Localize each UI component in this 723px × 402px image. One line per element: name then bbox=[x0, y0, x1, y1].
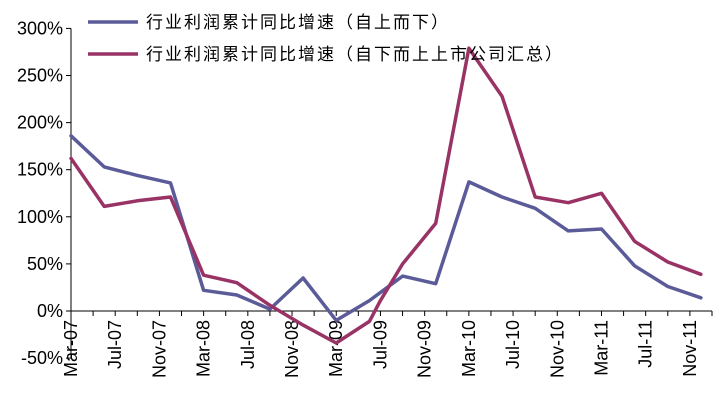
y-tick-label: 300% bbox=[17, 18, 63, 38]
x-tick-label: Nov-08 bbox=[282, 320, 302, 378]
y-tick-label: 150% bbox=[17, 160, 63, 180]
series-line-2 bbox=[69, 46, 703, 345]
x-tick-label: Jul-11 bbox=[636, 320, 656, 368]
x-tick-label: Mar-10 bbox=[459, 320, 479, 377]
x-tick-label: Nov-11 bbox=[680, 320, 700, 377]
series-layer bbox=[69, 46, 703, 345]
y-tick-label: -50% bbox=[21, 348, 63, 368]
legend-label-2: 行业利润累计同比增速（自下而上上市公司汇总） bbox=[146, 45, 564, 65]
x-tick-label: Nov-07 bbox=[149, 320, 169, 378]
legend: 行业利润累计同比增速（自上而下） 行业利润累计同比增速（自下而上上市公司汇总） bbox=[88, 13, 564, 65]
x-tick-label: Nov-10 bbox=[547, 320, 567, 378]
legend-label-1: 行业利润累计同比增速（自上而下） bbox=[146, 13, 450, 33]
x-tick-label: Nov-09 bbox=[415, 320, 435, 378]
x-tick-label: Mar-11 bbox=[591, 320, 611, 376]
y-tick-label: 200% bbox=[17, 113, 63, 133]
x-tick-label: Jul-08 bbox=[238, 320, 258, 369]
x-tick-label: Mar-07 bbox=[61, 320, 81, 377]
x-tick-label: Jul-07 bbox=[105, 320, 125, 369]
x-tick-label: Jul-09 bbox=[370, 320, 390, 369]
axes: 300% 250% 200% 150% 100% 50% 0% -50%Mar-07 Jul-0… bbox=[17, 18, 713, 378]
x-tick-label: Mar-08 bbox=[194, 320, 214, 377]
x-tick-label: Jul-10 bbox=[503, 320, 523, 369]
y-tick-label: 100% bbox=[17, 207, 63, 227]
y-tick-label: 250% bbox=[17, 66, 63, 86]
x-tick-label: Mar-09 bbox=[326, 320, 346, 377]
y-tick-label: 50% bbox=[27, 254, 63, 274]
y-tick-label: 0% bbox=[37, 301, 63, 321]
